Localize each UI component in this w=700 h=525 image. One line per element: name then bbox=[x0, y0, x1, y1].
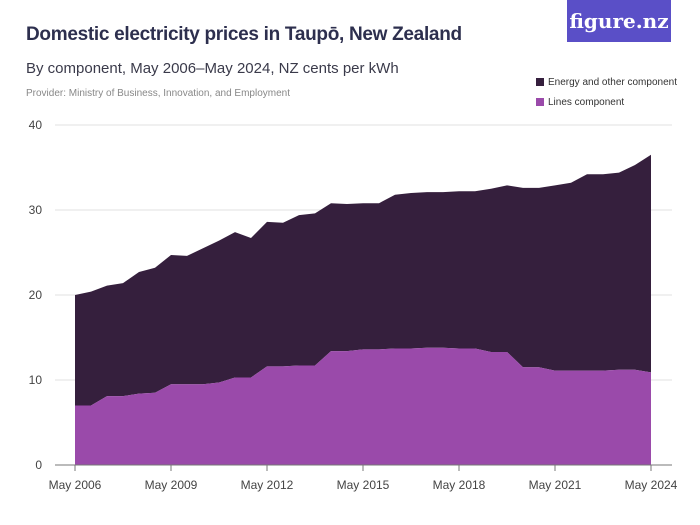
legend-swatch-energy bbox=[536, 78, 544, 86]
figure-nz-logo[interactable]: figure.nz bbox=[567, 0, 671, 42]
chart-subtitle: By component, May 2006–May 2024, NZ cent… bbox=[26, 60, 399, 77]
chart-title: Domestic electricity prices in Taupō, Ne… bbox=[26, 24, 462, 45]
legend-label-energy: Energy and other component bbox=[548, 76, 677, 88]
x-tick-label: May 2024 bbox=[625, 478, 678, 492]
y-tick-label: 10 bbox=[29, 373, 43, 387]
y-tick-label: 20 bbox=[29, 288, 43, 302]
y-tick-label: 0 bbox=[35, 458, 42, 472]
area-energy-component bbox=[75, 154, 651, 406]
y-tick-label: 40 bbox=[29, 118, 43, 132]
legend: Energy and other component Lines compone… bbox=[536, 72, 677, 112]
legend-label-lines: Lines component bbox=[548, 96, 625, 108]
x-tick-label: May 2015 bbox=[337, 478, 390, 492]
legend-item-energy: Energy and other component bbox=[536, 72, 677, 92]
y-tick-label: 30 bbox=[29, 203, 43, 217]
legend-item-lines: Lines component bbox=[536, 92, 677, 112]
x-tick-label: May 2018 bbox=[433, 478, 486, 492]
area-lines-component bbox=[75, 347, 651, 465]
legend-swatch-lines bbox=[536, 98, 544, 106]
x-tick-label: May 2021 bbox=[529, 478, 582, 492]
x-tick-label: May 2006 bbox=[49, 478, 102, 492]
provider-note: Provider: Ministry of Business, Innovati… bbox=[26, 88, 291, 99]
x-tick-label: May 2009 bbox=[145, 478, 198, 492]
x-tick-label: May 2012 bbox=[241, 478, 294, 492]
